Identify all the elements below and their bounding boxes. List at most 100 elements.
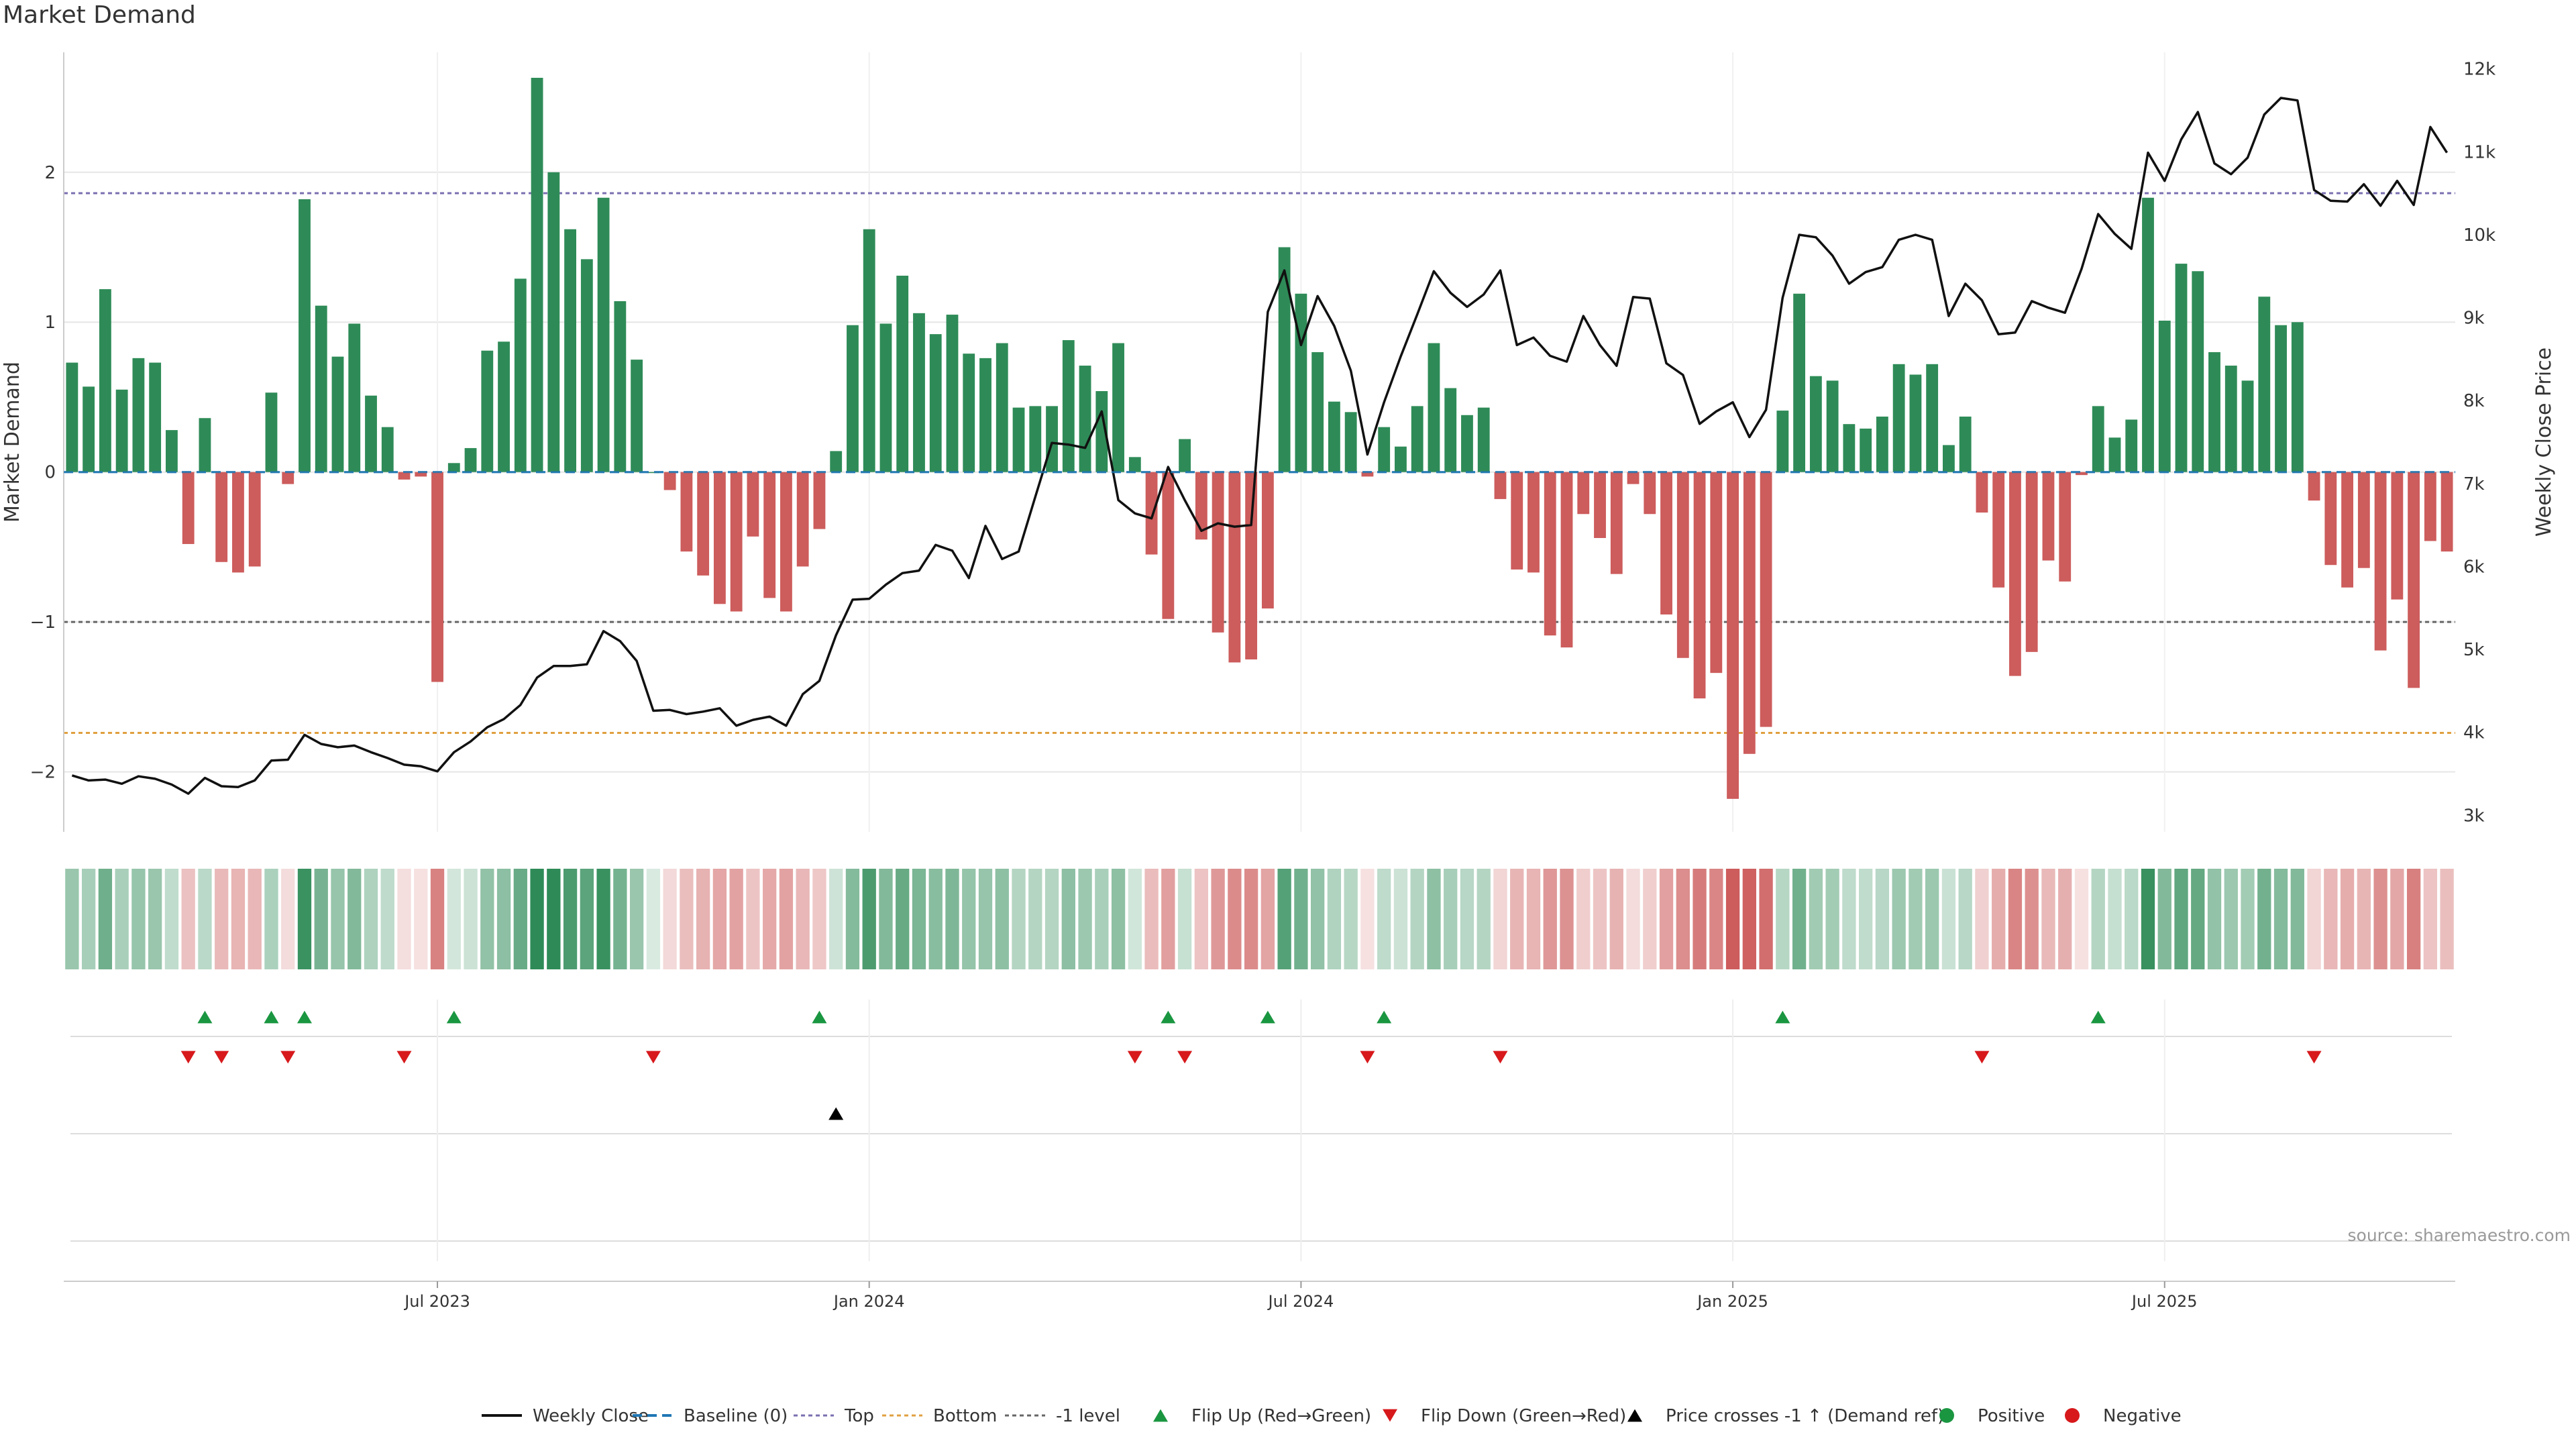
heat-cell: [845, 869, 860, 969]
heat-cell: [164, 869, 179, 969]
demand-bar: [1046, 406, 1058, 472]
heat-cell: [2025, 869, 2039, 969]
demand-bar: [83, 386, 95, 472]
heat-cell: [1725, 869, 1740, 969]
demand-bar: [481, 350, 494, 472]
legend-item: -1 level: [1005, 1406, 1120, 1426]
demand-bar: [1776, 411, 1789, 472]
heat-cell: [1310, 869, 1325, 969]
demand-bar: [398, 472, 411, 480]
legend-item: Flip Down (Green→Red): [1383, 1406, 1626, 1426]
left-tick-label: −1: [30, 612, 56, 633]
heat-cell: [314, 869, 328, 969]
heat-cell: [862, 869, 876, 969]
demand-bar: [182, 472, 195, 544]
demand-bar: [2258, 297, 2271, 472]
legend-swatch: [1627, 1409, 1642, 1422]
demand-bar: [1527, 472, 1540, 573]
heat-cell: [1377, 869, 1391, 969]
left-axis-label: Market Demand: [1, 362, 24, 523]
demand-bar: [199, 418, 211, 472]
heat-cell: [248, 869, 262, 969]
heat-cell: [1809, 869, 1823, 969]
right-tick-label: 7k: [2463, 474, 2485, 494]
legend-swatch: [1939, 1408, 1954, 1423]
demand-bar: [2092, 406, 2104, 472]
demand-bar: [166, 430, 178, 472]
heat-cell: [530, 869, 544, 969]
flip-down-marker: [396, 1051, 412, 1064]
heat-cell: [796, 869, 810, 969]
demand-bar: [1145, 472, 1158, 555]
demand-bar: [1627, 472, 1640, 484]
legend-item: Baseline (0): [633, 1406, 788, 1426]
heat-cell: [1410, 869, 1424, 969]
heat-cell: [2340, 869, 2355, 969]
heat-cell: [1095, 869, 1109, 969]
heat-cell: [496, 869, 511, 969]
demand-bar: [1843, 424, 1856, 472]
demand-bar: [614, 301, 627, 472]
legend-item: Bottom: [882, 1406, 997, 1426]
demand-bar: [348, 323, 361, 472]
demand-bar: [1560, 472, 1573, 648]
heat-cell: [1194, 869, 1209, 969]
demand-bar: [2374, 472, 2387, 651]
demand-bar: [580, 259, 593, 472]
demand-bar: [149, 362, 162, 472]
x-axis: Jul 2023 Jan 2024 Jul 2024 Jan 2025 Jul 2025: [64, 1281, 2455, 1311]
demand-bar: [863, 229, 875, 472]
demand-bar: [1162, 472, 1175, 619]
heat-cell: [978, 869, 993, 969]
demand-bar: [2241, 380, 2254, 472]
heat-cell: [2191, 869, 2205, 969]
heat-cell: [2406, 869, 2421, 969]
legend-label: Price crosses -1 ↑ (Demand ref): [1666, 1406, 1944, 1426]
heat-cell: [729, 869, 743, 969]
heat-cell: [2041, 869, 2055, 969]
heat-cell: [181, 869, 195, 969]
heat-cell: [1211, 869, 1225, 969]
heat-cell: [215, 869, 229, 969]
heat-cell: [2058, 869, 2072, 969]
demand-bar: [99, 289, 111, 472]
demand-bar: [1311, 352, 1324, 472]
heat-cell: [2008, 869, 2023, 969]
left-tick-label: 0: [44, 463, 56, 483]
x-tick-label: Jul 2025: [2131, 1292, 2198, 1311]
heat-cell: [1992, 869, 2006, 969]
heat-cell: [1344, 869, 1358, 969]
demand-bar: [447, 463, 460, 472]
demand-bar: [498, 341, 510, 472]
demand-bar: [232, 472, 244, 573]
demand-bar: [215, 472, 228, 562]
demand-bar: [1760, 472, 1772, 727]
heat-cell: [696, 869, 710, 969]
demand-bar: [1195, 472, 1208, 540]
heat-cell: [131, 869, 146, 969]
heat-cell: [596, 869, 610, 969]
demand-bar: [1826, 380, 1839, 472]
demand-bar: [763, 472, 776, 598]
demand-bar: [963, 354, 975, 472]
flip-down-marker: [645, 1051, 661, 1064]
signal-panels: [70, 1000, 2452, 1261]
heat-cell: [1477, 869, 1491, 969]
demand-bar: [1212, 472, 1224, 633]
heat-cell: [1161, 869, 1175, 969]
demand-bar: [2341, 472, 2353, 588]
heat-cell: [896, 869, 910, 969]
demand-bar: [713, 472, 726, 604]
heat-cell: [513, 869, 527, 969]
heat-cell: [2141, 869, 2155, 969]
demand-bar: [1676, 472, 1689, 658]
demand-bar: [1892, 364, 1905, 472]
heat-cell: [1128, 869, 1142, 969]
demand-bar: [315, 305, 327, 472]
heat-cell: [2091, 869, 2105, 969]
right-tick-label: 6k: [2463, 557, 2485, 577]
heat-cell: [1012, 869, 1026, 969]
heat-cell: [264, 869, 278, 969]
heat-cell: [2074, 869, 2089, 969]
